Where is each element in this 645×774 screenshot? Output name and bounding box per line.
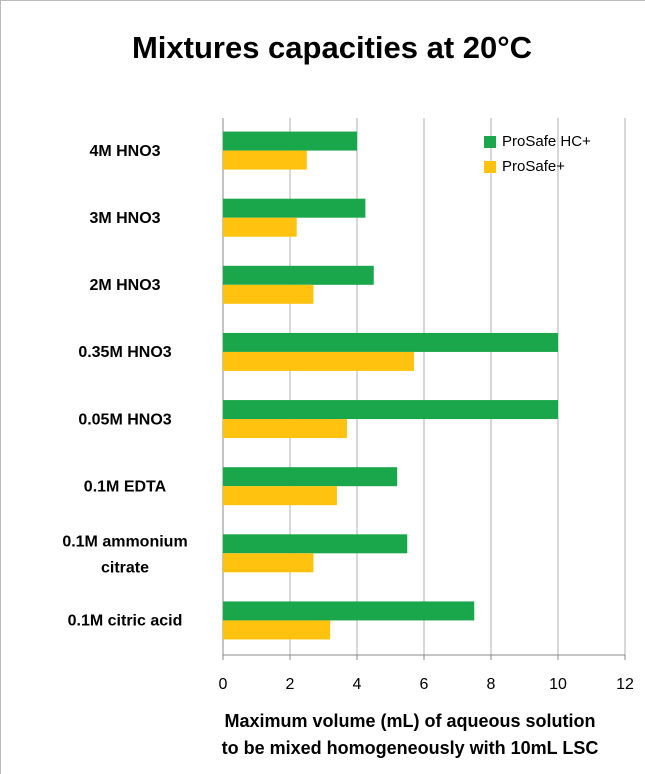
x-tick-label: 4 — [353, 676, 362, 693]
y-tick-label: 3M HNO3 — [89, 210, 160, 227]
x-tick-label: 8 — [487, 676, 496, 693]
bar — [223, 534, 408, 554]
label-line: 0.1M ammonium — [62, 534, 187, 551]
label-line: citrate — [101, 560, 149, 577]
y-tick-label: 0.1M citric acid — [68, 613, 183, 630]
bar — [223, 265, 374, 285]
y-tick-label: 4M HNO3 — [89, 143, 160, 160]
bar — [223, 467, 398, 487]
y-tick-label: 0.05M HNO3 — [78, 411, 171, 428]
bar — [223, 553, 314, 573]
legend-swatch — [484, 161, 496, 173]
legend-label: ProSafe+ — [502, 158, 565, 175]
bar — [223, 620, 331, 640]
legend-swatch — [484, 136, 496, 148]
legend-label: ProSafe HC+ — [502, 133, 591, 150]
bar — [223, 351, 414, 371]
x-tick-label: 6 — [420, 676, 429, 693]
y-tick-label: 0.35M HNO3 — [78, 344, 171, 361]
bar — [223, 198, 366, 218]
chart-title: Mixtures capacities at 20°C — [132, 30, 532, 65]
bar — [223, 400, 558, 420]
x-tick-label: 10 — [549, 676, 567, 693]
x-axis-label: Maximum volume (mL) of aqueous solution — [224, 711, 595, 731]
bar — [223, 284, 314, 304]
x-tick-label: 0 — [219, 676, 228, 693]
x-tick-label: 2 — [286, 676, 295, 693]
y-tick-label: 2M HNO3 — [89, 277, 160, 294]
bar — [223, 486, 337, 506]
bar — [223, 601, 475, 621]
y-tick-label: 0.1M ammonium citrate — [62, 534, 187, 577]
x-tick-label: 12 — [616, 676, 634, 693]
bar — [223, 131, 357, 151]
bar — [223, 150, 307, 170]
bar — [223, 419, 347, 439]
bar — [223, 217, 297, 237]
y-tick-label: 0.1M EDTA — [84, 478, 167, 495]
x-axis-label: to be mixed homogeneously with 10mL LSC — [222, 738, 599, 758]
bar — [223, 332, 558, 352]
